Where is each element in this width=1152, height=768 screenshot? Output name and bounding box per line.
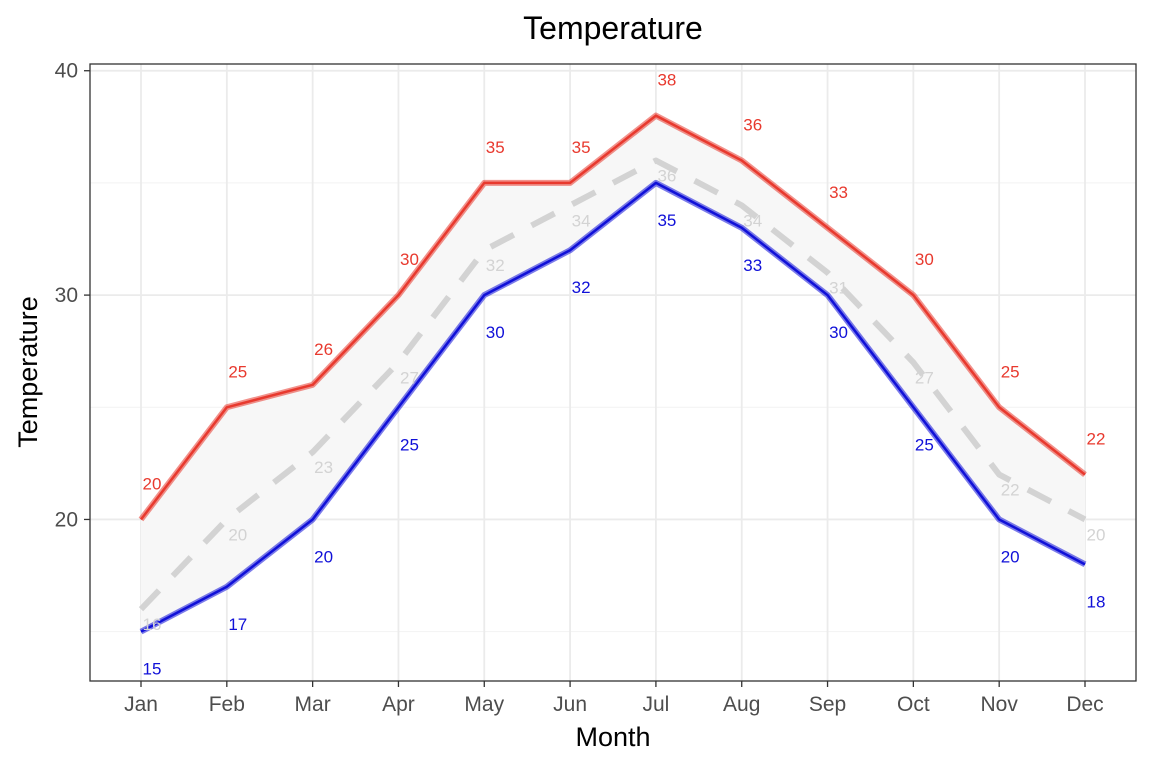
x-tick-label: Apr [382,693,415,716]
data-label-high: 22 [1087,430,1106,449]
data-label-avg: 32 [486,256,505,275]
data-label-avg: 34 [743,211,762,230]
x-tick-label: Dec [1066,693,1103,716]
data-label-low: 30 [486,323,505,342]
data-label-high: 30 [915,250,934,269]
data-label-low: 17 [228,615,247,634]
y-axis: 20 30 40 [55,60,90,531]
x-tick-label: Jan [124,693,158,716]
data-label-avg: 31 [829,279,848,298]
data-label-high: 36 [743,115,762,134]
data-label-avg: 27 [915,368,934,387]
data-label-avg: 16 [143,615,162,634]
data-labels: 20 25 26 30 35 35 38 36 33 30 25 22 16 20 23 27 32 34 36 34… [143,71,1106,679]
data-label-high: 35 [572,138,591,157]
data-label-avg: 34 [572,211,591,230]
x-tick-label: Jun [553,693,587,716]
data-label-low: 15 [143,660,162,679]
data-label-avg: 20 [228,525,247,544]
data-label-low: 25 [915,435,934,454]
data-label-high: 38 [657,71,676,90]
x-tick-label: Oct [897,693,930,716]
chart-title: Temperature [523,10,703,46]
data-label-high: 35 [486,138,505,157]
data-label-low: 32 [572,278,591,297]
series-line-low [140,181,1086,633]
x-tick-label: Sep [809,693,846,716]
data-label-low: 25 [400,435,419,454]
series-line-high [140,114,1086,521]
x-tick-label: Feb [209,693,245,716]
data-label-avg: 20 [1087,525,1106,544]
x-tick-label: Mar [295,693,331,716]
data-label-low: 18 [1087,592,1106,611]
panel-border [89,63,1137,682]
data-label-high: 26 [314,340,333,359]
data-label-avg: 27 [400,368,419,387]
data-label-low: 20 [1001,547,1020,566]
data-label-high: 33 [829,183,848,202]
data-label-high: 20 [143,474,162,493]
y-tick-label: 40 [55,60,78,83]
data-label-high: 30 [400,250,419,269]
data-label-high: 25 [228,362,247,381]
y-axis-title: Temperature [13,296,43,448]
data-label-avg: 36 [657,166,676,185]
x-tick-label: Jul [642,693,669,716]
x-tick-label: May [464,693,504,716]
x-tick-label: Nov [981,693,1019,716]
x-tick-label: Aug [723,693,760,716]
data-label-low: 35 [657,211,676,230]
data-label-low: 33 [743,256,762,275]
y-tick-label: 20 [55,508,78,531]
x-axis-title: Month [575,722,650,752]
x-axis: Jan Feb Mar Apr May Jun Jul Aug Sep Oct Nov Dec [124,681,1104,716]
data-label-avg: 23 [314,458,333,477]
data-label-low: 30 [829,323,848,342]
series-lines [138,112,1087,635]
data-label-avg: 22 [1001,481,1020,500]
data-label-low: 20 [314,547,333,566]
data-label-high: 25 [1001,362,1020,381]
y-tick-label: 30 [55,284,78,307]
